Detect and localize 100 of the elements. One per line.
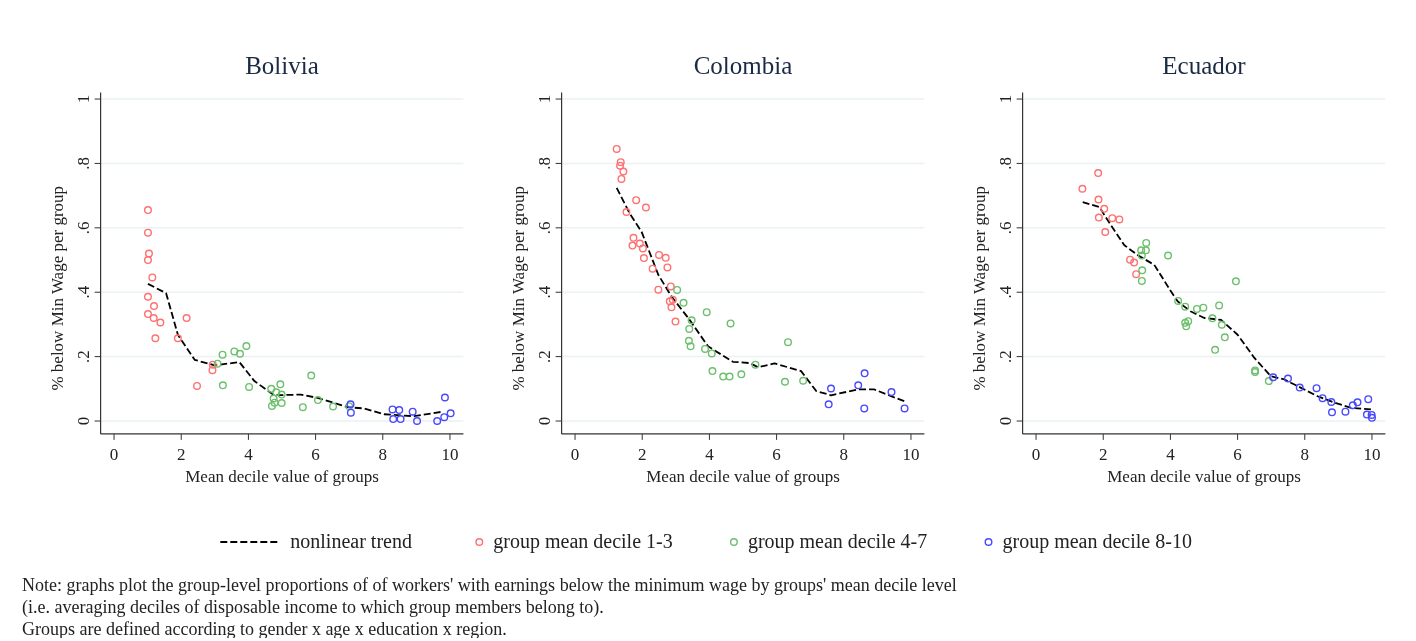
point: [440, 393, 449, 402]
point: [396, 415, 405, 424]
point: [245, 382, 254, 391]
point: [639, 254, 648, 263]
x-tick-label: 10: [1363, 444, 1381, 464]
point: [701, 344, 710, 353]
point: [673, 285, 682, 294]
point: [1137, 251, 1146, 260]
point: [193, 381, 202, 390]
point: [1181, 302, 1190, 311]
y-tick-label: .2: [73, 350, 93, 363]
point: [151, 334, 160, 343]
point: [1138, 266, 1147, 275]
x-axis-title: Mean decile value of groups: [1107, 467, 1301, 486]
y-tick-label: .4: [73, 285, 93, 299]
point: [173, 334, 182, 343]
x-tick-label: 2: [637, 444, 647, 464]
point: [685, 324, 694, 333]
point: [143, 228, 152, 237]
x-tick-label: 2: [1098, 444, 1108, 464]
point: [1353, 398, 1362, 407]
point: [1078, 184, 1087, 193]
point: [143, 206, 152, 215]
y-tick-label: 0: [534, 416, 554, 426]
point: [1192, 304, 1201, 313]
point: [1211, 345, 1220, 354]
point: [269, 394, 278, 403]
point: [1174, 296, 1183, 305]
point: [726, 319, 735, 328]
point: [213, 359, 222, 368]
y-tick-label: 1: [73, 94, 93, 104]
point: [208, 360, 217, 369]
point: [329, 402, 338, 411]
point: [824, 400, 833, 409]
point: [1264, 377, 1273, 386]
point: [395, 406, 404, 415]
point: [267, 384, 276, 393]
y-tick-label: .8: [73, 157, 93, 170]
point: [719, 372, 728, 381]
point: [270, 398, 279, 407]
point: [276, 380, 285, 389]
y-axis-title: % below Min Wage per group: [508, 185, 528, 391]
x-tick-label: 4: [705, 444, 715, 464]
point: [1318, 394, 1327, 403]
point: [236, 349, 245, 358]
point: [632, 196, 641, 205]
x-axis-title: Mean decile value of groups: [646, 467, 840, 486]
point: [413, 417, 422, 426]
point: [780, 377, 789, 386]
legend-label: group mean decile 8-10: [1002, 530, 1192, 553]
point: [1101, 228, 1110, 237]
point: [663, 263, 672, 272]
chart-title: Bolivia: [245, 52, 319, 79]
point: [612, 144, 621, 153]
point: [143, 256, 152, 265]
point: [635, 239, 644, 248]
legend-label: group mean decile 4-7: [747, 530, 928, 553]
point: [1327, 408, 1336, 417]
line-series: [615, 187, 906, 402]
x-tick-label: 10: [902, 444, 920, 464]
point: [149, 313, 158, 322]
point: [671, 317, 680, 326]
y-tick-label: 0: [995, 416, 1015, 426]
point: [1130, 258, 1139, 267]
point: [1215, 301, 1224, 310]
y-tick-label: .6: [534, 221, 554, 235]
y-tick-label: .8: [534, 157, 554, 170]
y-tick-label: .2: [534, 350, 554, 363]
point: [298, 403, 307, 412]
point: [143, 292, 152, 301]
chart-title: Ecuador: [1162, 52, 1247, 79]
x-tick-label: 0: [1031, 444, 1041, 464]
point: [661, 253, 670, 262]
point: [860, 369, 869, 378]
point: [1231, 277, 1240, 286]
point: [1164, 251, 1173, 260]
point: [277, 390, 286, 399]
point: [737, 370, 746, 379]
point: [150, 302, 159, 311]
point: [655, 250, 664, 259]
point: [887, 388, 896, 397]
x-tick-label: 4: [244, 444, 254, 464]
point: [629, 233, 638, 242]
point: [667, 303, 676, 312]
point: [218, 350, 227, 359]
point: [827, 384, 836, 393]
point: [1108, 214, 1117, 223]
point: [272, 388, 281, 397]
point: [1132, 270, 1141, 279]
point: [684, 336, 693, 345]
point: [654, 285, 663, 294]
point: [242, 342, 251, 350]
point: [679, 298, 688, 307]
point: [1184, 317, 1193, 326]
point: [267, 401, 276, 410]
point: [148, 273, 157, 282]
point: [638, 244, 647, 253]
point: [433, 417, 442, 426]
legend-label: group mean decile 1-3: [493, 530, 673, 553]
point: [617, 174, 626, 183]
